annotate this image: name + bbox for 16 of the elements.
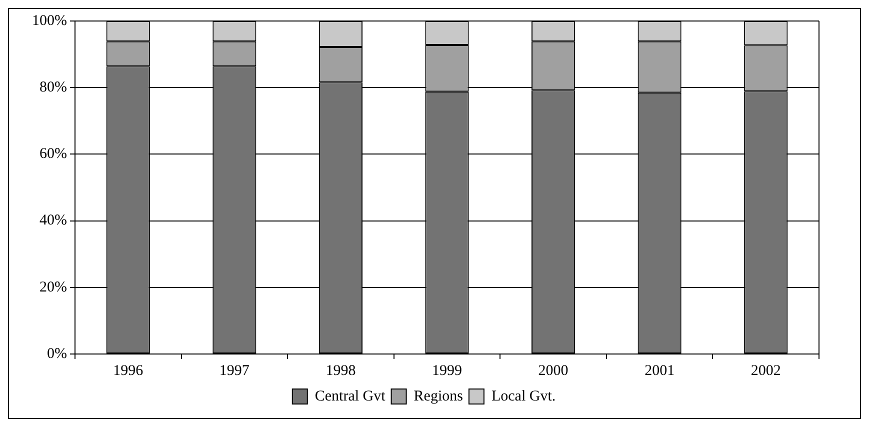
x-tick-label: 1999: [432, 362, 462, 379]
y-tick-label: 60%: [39, 146, 67, 162]
y-tick-label: 80%: [39, 80, 67, 96]
x-tick-label: 1998: [326, 362, 356, 379]
x-tick-label: 2002: [750, 362, 781, 379]
x-tick-label: 2000: [538, 362, 568, 379]
y-tick-label: 40%: [39, 212, 67, 229]
x-tick-label: 1997: [219, 362, 250, 379]
x-tick-label: 1996: [113, 362, 144, 379]
y-tick-label: 20%: [39, 279, 67, 296]
y-tick-label: 0%: [46, 346, 67, 362]
y-tick-label: 100%: [32, 12, 67, 29]
legend-label: Regions: [414, 388, 464, 404]
legend-label: Central Gvt: [314, 388, 386, 404]
legend-label: Local Gvt.: [491, 388, 556, 404]
x-tick-label: 2001: [644, 362, 675, 379]
